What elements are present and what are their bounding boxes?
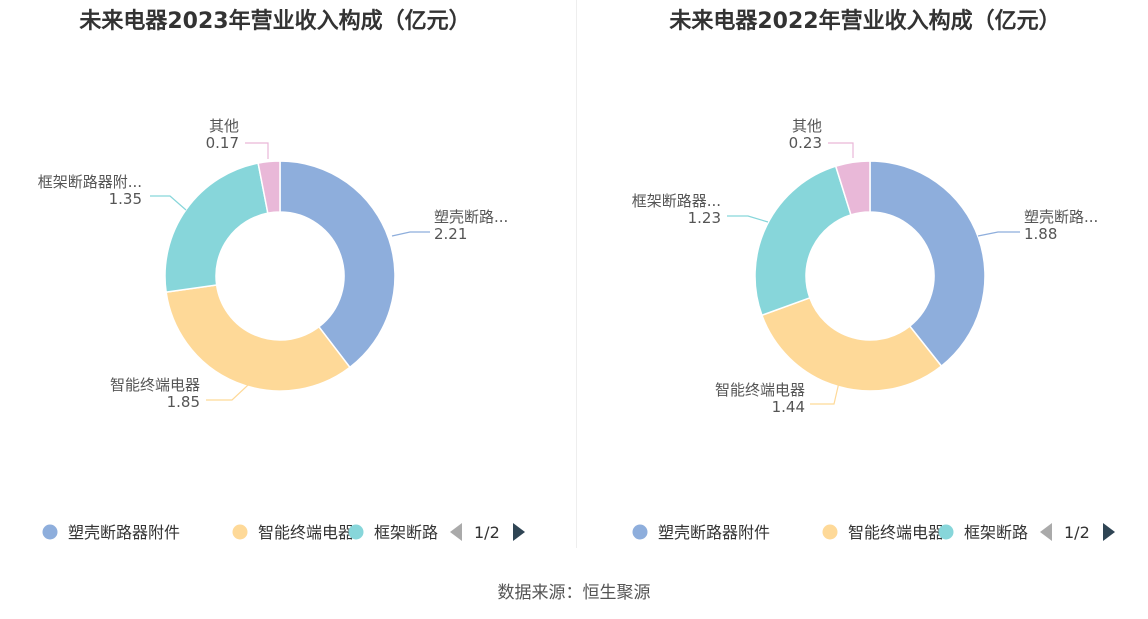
slice-label: 框架断路器... [632, 192, 721, 210]
pie-chart-2: 未来电器2022年营业收入构成（亿元）塑壳断路...1.88智能终端电器1.44… [632, 8, 1115, 542]
chart-title: 未来电器2023年营业收入构成（亿元） [79, 8, 470, 34]
pie-slice[interactable] [165, 284, 351, 392]
legend-prev-arrow-icon[interactable] [450, 523, 462, 541]
pie-slice[interactable] [834, 160, 871, 216]
pie-slice[interactable] [257, 160, 281, 215]
slice-value-label: 0.23 [789, 134, 822, 152]
label-leader-line [245, 142, 269, 159]
slice-label: 智能终端电器 [110, 376, 200, 394]
legend-marker[interactable] [632, 524, 648, 540]
legend-item[interactable]: 框架断路 [964, 523, 1028, 542]
pie-slice[interactable] [279, 160, 396, 369]
legend-item[interactable]: 智能终端电器 [258, 523, 354, 542]
legend-marker[interactable] [348, 524, 364, 540]
legend-page-indicator: 1/2 [474, 523, 500, 542]
label-leader-line [206, 371, 263, 401]
slice-label: 塑壳断路... [434, 208, 508, 226]
legend-item[interactable]: 框架断路 [374, 523, 438, 542]
legend-marker[interactable] [822, 524, 838, 540]
legend: 塑壳断路器附件 智能终端电器 框架断路 1/2 [632, 523, 1115, 542]
slice-label: 框架断路器附... [38, 173, 142, 191]
legend-item[interactable]: 塑壳断路器附件 [68, 523, 180, 542]
slice-value-label: 1.23 [688, 209, 721, 227]
data-source: 数据来源：恒生聚源 [497, 583, 651, 603]
pie-slice[interactable] [869, 160, 986, 368]
panel-divider [576, 0, 577, 548]
legend-next-arrow-icon[interactable] [1103, 523, 1115, 541]
label-leader-line [810, 377, 841, 405]
label-leader-line [727, 215, 769, 223]
slice-value-label: 2.21 [434, 225, 467, 243]
slice-label: 其他 [209, 117, 239, 135]
chart-title: 未来电器2022年营业收入构成（亿元） [669, 8, 1060, 34]
slice-value-label: 1.44 [772, 398, 805, 416]
slice-label: 塑壳断路... [1024, 208, 1098, 226]
label-leader-line [977, 231, 1020, 237]
legend-prev-arrow-icon[interactable] [1040, 523, 1052, 541]
legend-marker[interactable] [938, 524, 954, 540]
slice-label: 智能终端电器 [715, 381, 805, 399]
slice-value-label: 1.88 [1024, 225, 1057, 243]
legend: 塑壳断路器附件 智能终端电器 框架断路 1/2 [42, 523, 525, 542]
pie-slice[interactable] [754, 165, 852, 317]
legend-item[interactable]: 智能终端电器 [848, 523, 944, 542]
slice-value-label: 1.35 [109, 190, 142, 208]
legend-next-arrow-icon[interactable] [513, 523, 525, 541]
pie-slice[interactable] [760, 296, 943, 392]
pie-slice[interactable] [164, 162, 269, 293]
legend-marker[interactable] [232, 524, 248, 540]
slice-value-label: 1.85 [167, 393, 200, 411]
chart-canvas: 未来电器2023年营业收入构成（亿元）塑壳断路...2.21智能终端电器1.85… [38, 8, 1115, 542]
legend-page-indicator: 1/2 [1064, 523, 1090, 542]
legend-marker[interactable] [42, 524, 58, 540]
pie-chart-1: 未来电器2023年营业收入构成（亿元）塑壳断路...2.21智能终端电器1.85… [38, 8, 525, 542]
legend-item[interactable]: 塑壳断路器附件 [658, 523, 770, 542]
slice-value-label: 0.17 [206, 134, 239, 152]
label-leader-line [391, 231, 430, 237]
label-leader-line [150, 195, 187, 211]
slice-label: 其他 [792, 117, 822, 135]
label-leader-line [828, 142, 854, 158]
